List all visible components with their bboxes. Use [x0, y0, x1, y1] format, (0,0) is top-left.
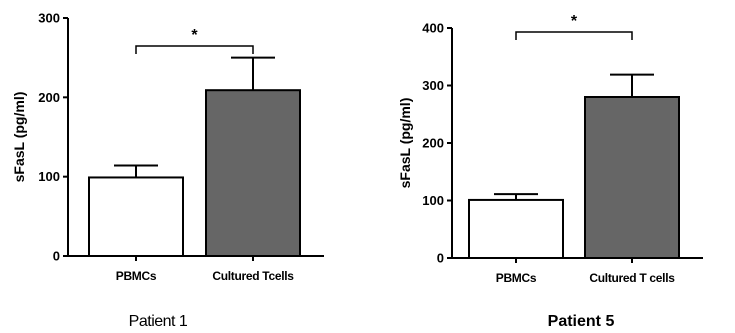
- x-category-label: Cultured Tcells: [212, 269, 294, 283]
- significance-star: *: [191, 27, 198, 44]
- significance-bracket: [135, 45, 254, 54]
- y-axis-title: sFasL (pg/ml): [11, 92, 27, 183]
- x-category-label: Cultured T cells: [589, 271, 675, 285]
- y-tick-label: 0: [53, 249, 60, 264]
- chart-panel-2: 0 100 200 300 400 sFasL (pg/ml) PBMCs Cultured …: [397, 13, 703, 330]
- y-tick-label: 300: [38, 11, 60, 26]
- chart-title: Patient 5: [548, 313, 615, 330]
- bar-2: [205, 89, 301, 258]
- y-tick-label: 400: [422, 21, 444, 36]
- bar-1: [88, 176, 184, 258]
- chart-panel-1: 0 100 200 300 sFasL (pg/ml) PBMCs Cultured Tce…: [11, 11, 324, 330]
- significance-bracket: [515, 31, 633, 40]
- significance-star: *: [571, 13, 578, 30]
- bar-2: [584, 96, 680, 259]
- y-tick-label: 200: [422, 136, 444, 151]
- y-tick-label: 0: [437, 251, 444, 266]
- y-tick-label: 200: [38, 90, 60, 105]
- y-axis-title: sFasL (pg/ml): [397, 98, 413, 189]
- x-category-label: PBMCs: [496, 271, 537, 285]
- chart-title: Patient 1: [129, 313, 188, 330]
- x-category-label: PBMCs: [116, 269, 157, 283]
- y-tick-label: 100: [422, 193, 444, 208]
- bar-1: [468, 198, 564, 260]
- y-tick-label: 100: [38, 169, 60, 184]
- y-tick-label: 300: [422, 78, 444, 93]
